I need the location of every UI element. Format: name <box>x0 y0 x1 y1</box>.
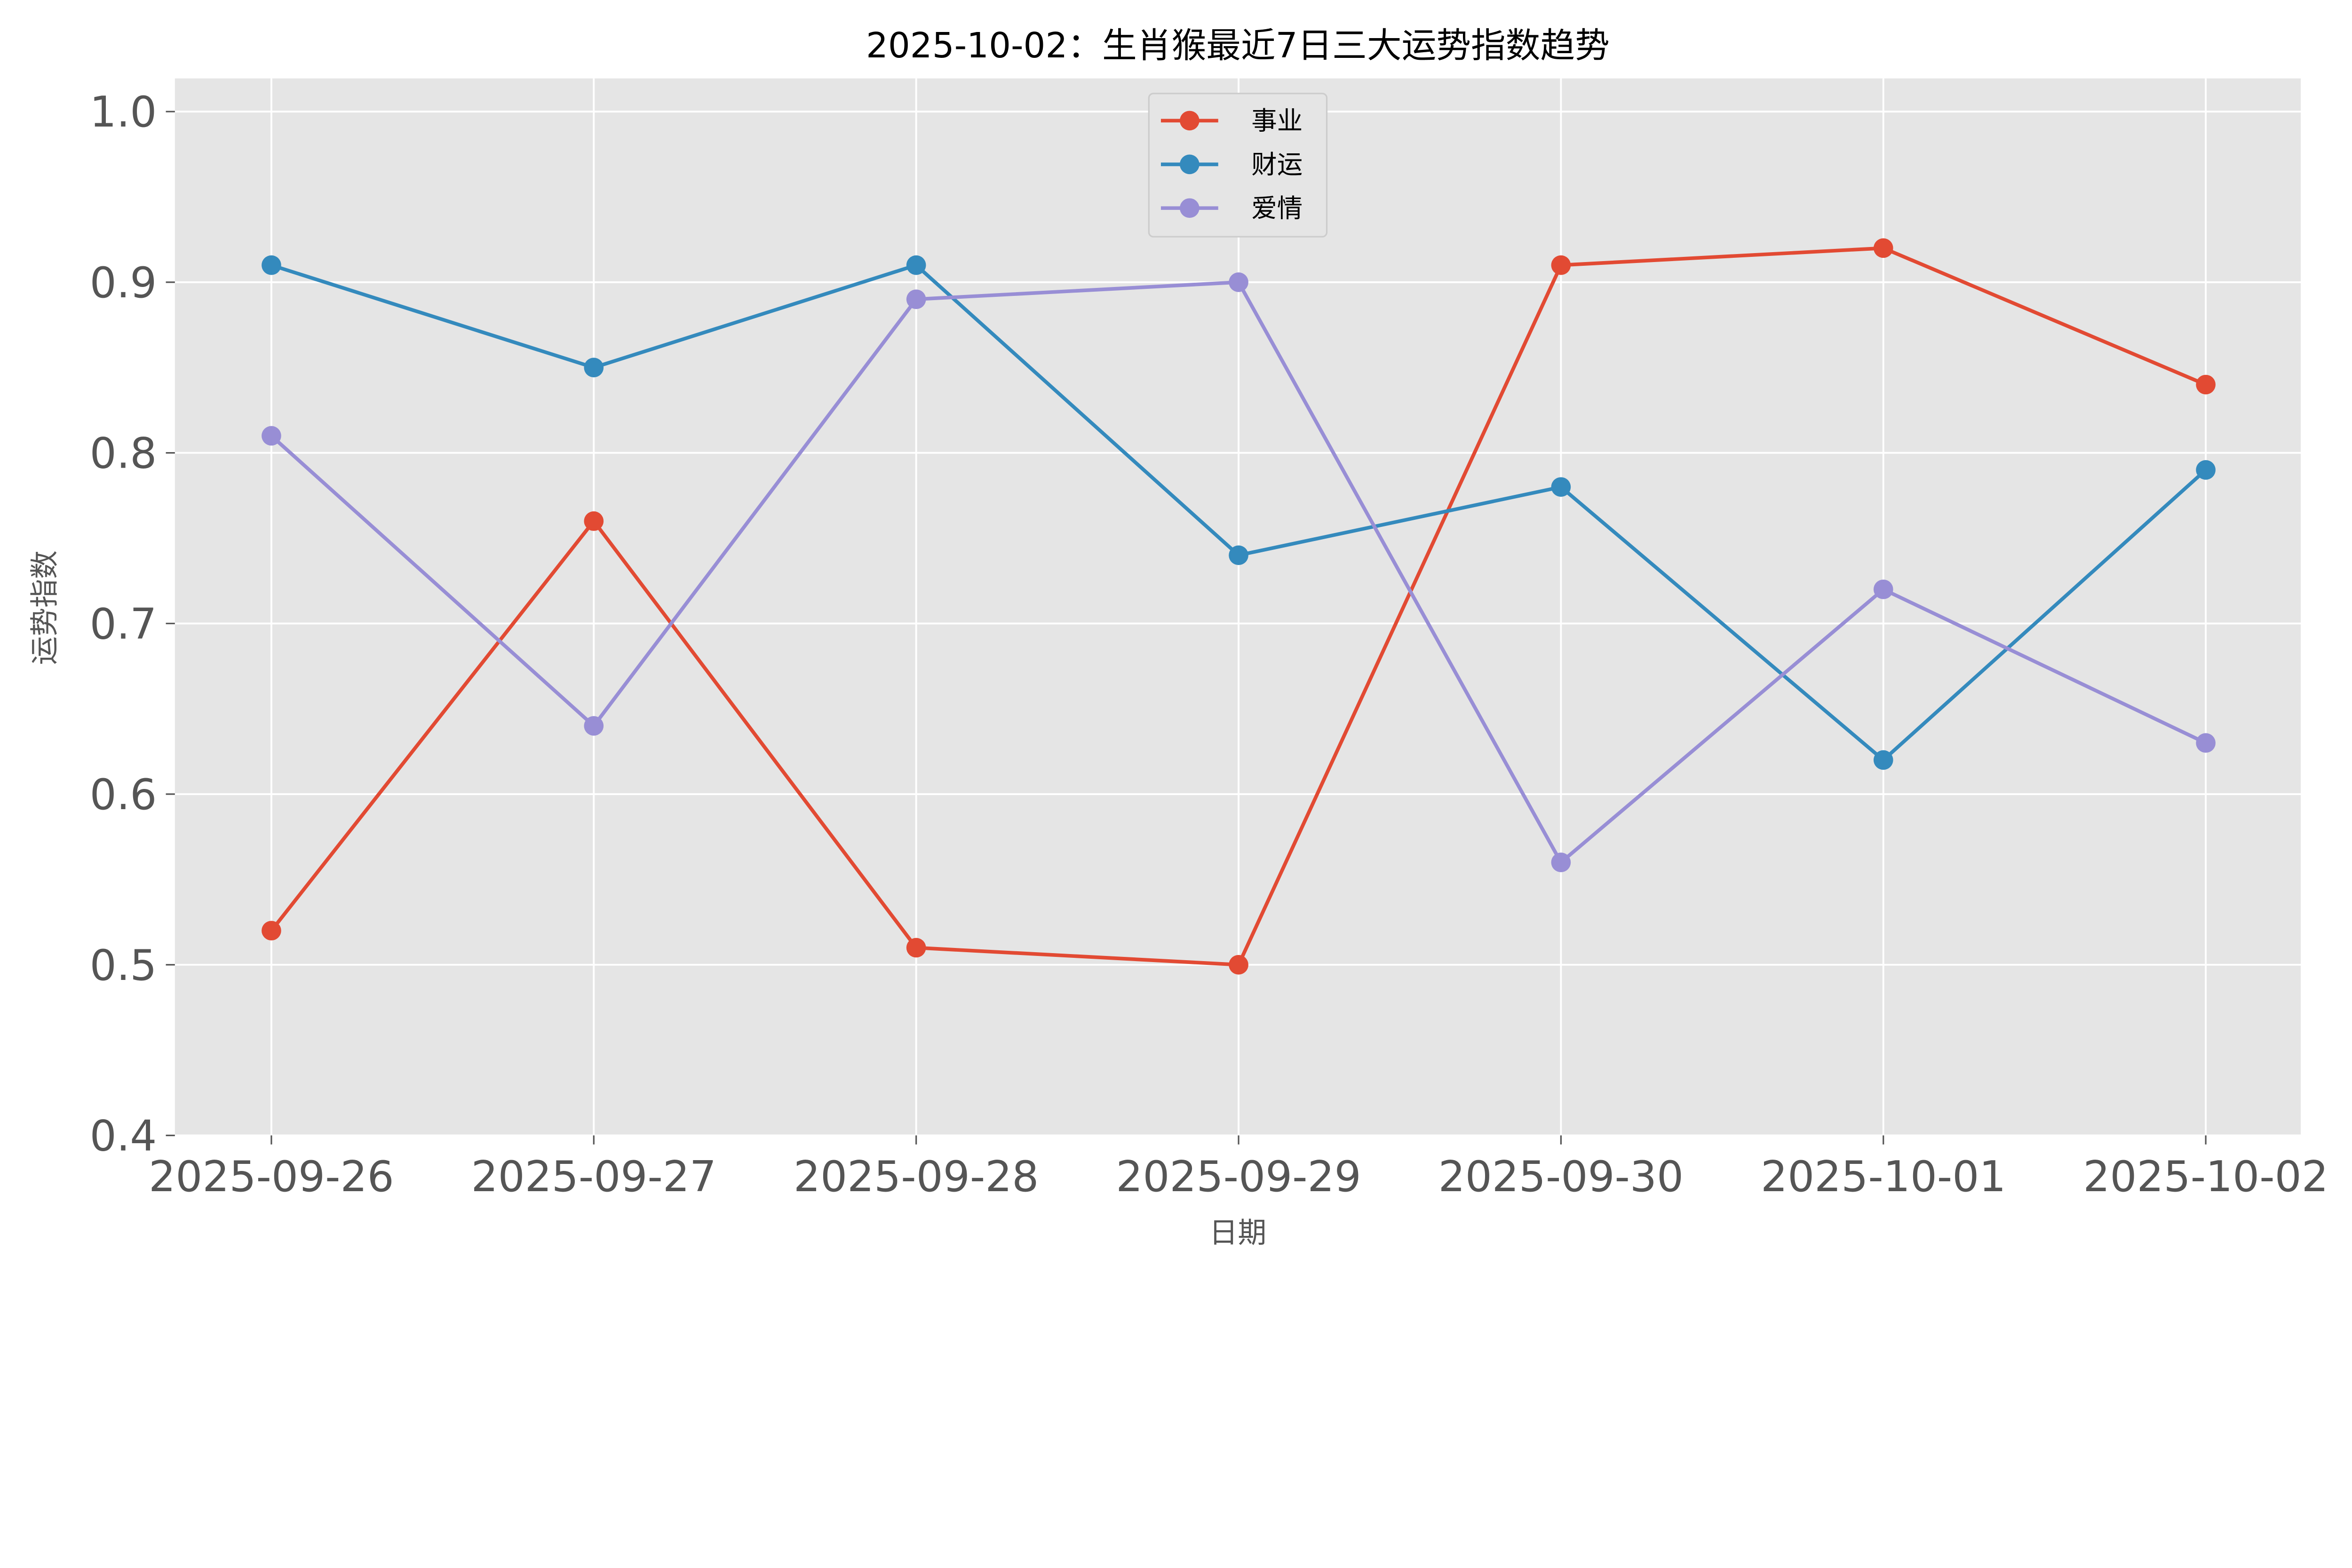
data-point <box>262 426 281 446</box>
y-tick-label: 0.9 <box>90 259 157 308</box>
data-point <box>262 255 281 275</box>
x-tick-label: 2025-09-27 <box>471 1153 717 1202</box>
data-point <box>2196 733 2216 753</box>
data-point <box>1873 579 1893 599</box>
data-point <box>906 938 926 958</box>
data-point <box>1229 545 1248 565</box>
y-tick-label: 0.4 <box>90 1112 157 1161</box>
legend-marker <box>1180 111 1200 131</box>
y-tick-label: 0.8 <box>90 430 157 478</box>
x-tick-label: 2025-09-29 <box>1116 1153 1361 1202</box>
legend-item: 事业 <box>1160 106 1303 136</box>
data-point <box>1551 477 1571 497</box>
data-point <box>1551 852 1571 872</box>
data-point <box>262 921 281 941</box>
y-tick-label: 1.0 <box>90 88 157 137</box>
y-tick-label: 0.7 <box>90 600 157 649</box>
x-tick-label: 2025-09-30 <box>1438 1153 1684 1202</box>
x-tick-label: 2025-10-02 <box>2083 1153 2328 1202</box>
data-point <box>906 289 926 309</box>
data-point <box>2196 374 2216 395</box>
data-point <box>1229 272 1248 292</box>
series-0 <box>262 238 2216 975</box>
y-tick-label: 0.6 <box>90 771 157 820</box>
legend-item: 爱情 <box>1160 193 1303 223</box>
series-1 <box>262 255 2216 770</box>
data-point <box>584 716 604 736</box>
data-point <box>1873 238 1893 258</box>
data-point <box>2196 460 2216 480</box>
data-point <box>1551 255 1571 275</box>
data-point <box>906 255 926 275</box>
x-tick-label: 2025-10-01 <box>1761 1153 2006 1202</box>
legend-item: 财运 <box>1160 150 1303 180</box>
x-axis-label: 日期 <box>1209 1216 1267 1250</box>
series-2 <box>262 272 2216 872</box>
legend-marker <box>1180 198 1200 218</box>
x-tick-label: 2025-09-26 <box>149 1153 394 1202</box>
x-tick-label: 2025-09-28 <box>794 1153 1039 1202</box>
y-tick-label: 0.5 <box>90 941 157 990</box>
chart-title: 2025-10-02：生肖猴最近7日三大运势指数趋势 <box>866 26 1610 66</box>
legend-label: 爱情 <box>1251 193 1303 223</box>
y-axis-label: 运势指数 <box>28 550 61 665</box>
data-point <box>1229 955 1248 975</box>
data-point <box>584 358 604 378</box>
legend-label: 财运 <box>1251 150 1303 180</box>
data-point <box>1873 750 1893 770</box>
data-point <box>584 511 604 531</box>
legend-label: 事业 <box>1251 106 1303 136</box>
line-chart: 2025-10-02：生肖猴最近7日三大运势指数趋势 0.4 0.5 0.6 0.7 0… <box>28 26 2328 1250</box>
legend-marker <box>1180 154 1200 175</box>
